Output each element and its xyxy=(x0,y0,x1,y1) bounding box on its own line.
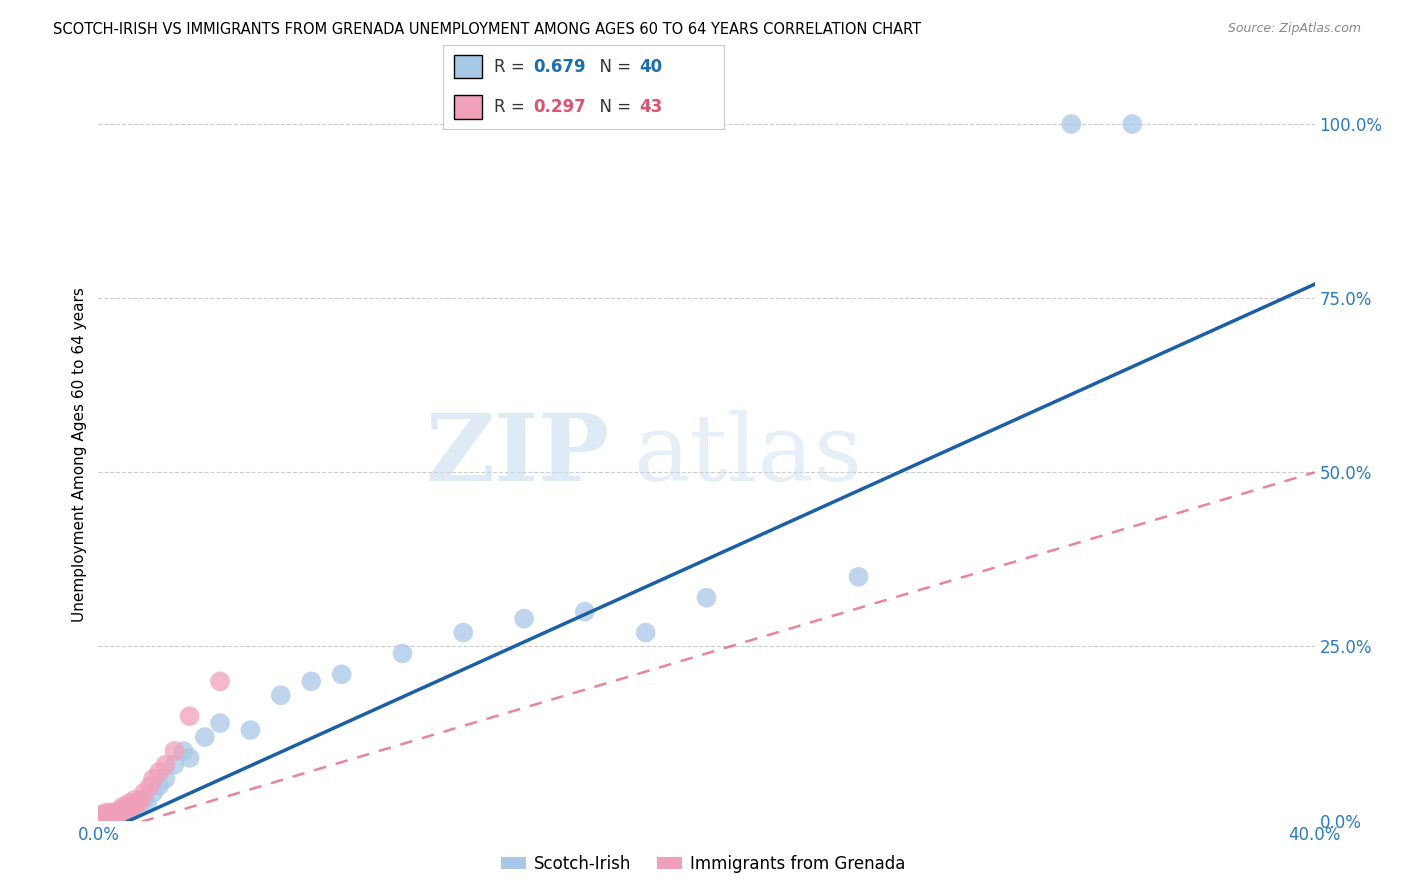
Point xyxy=(179,751,201,765)
Point xyxy=(93,808,115,822)
Point xyxy=(111,803,134,817)
Point xyxy=(118,796,141,810)
Point xyxy=(173,744,195,758)
Point xyxy=(103,805,125,820)
Point xyxy=(90,813,112,827)
Point xyxy=(108,808,131,822)
Text: 0.297: 0.297 xyxy=(533,98,586,116)
Point xyxy=(111,799,134,814)
Point xyxy=(93,806,115,821)
Text: R =: R = xyxy=(494,58,530,76)
Point xyxy=(209,716,232,731)
Point xyxy=(148,764,170,779)
Point xyxy=(100,810,122,824)
Point xyxy=(239,723,262,737)
Legend: Scotch-Irish, Immigrants from Grenada: Scotch-Irish, Immigrants from Grenada xyxy=(494,848,912,880)
Point xyxy=(391,647,413,661)
Point xyxy=(100,812,122,826)
Point xyxy=(124,793,146,807)
Point xyxy=(155,758,177,772)
Point xyxy=(179,709,201,723)
Point xyxy=(142,786,165,800)
Point xyxy=(574,605,596,619)
Point xyxy=(90,814,112,828)
Point xyxy=(129,793,152,807)
Point xyxy=(105,810,128,824)
Point xyxy=(148,779,170,793)
Text: Source: ZipAtlas.com: Source: ZipAtlas.com xyxy=(1227,22,1361,36)
Point xyxy=(155,772,177,786)
Point xyxy=(121,801,143,815)
Point xyxy=(103,808,125,822)
Point xyxy=(96,812,118,826)
FancyBboxPatch shape xyxy=(454,54,482,78)
FancyBboxPatch shape xyxy=(454,95,482,120)
Point xyxy=(87,812,110,826)
Text: N =: N = xyxy=(589,98,637,116)
Point xyxy=(93,814,115,828)
Point xyxy=(1060,117,1083,131)
Point xyxy=(270,688,292,702)
Point xyxy=(330,667,353,681)
Point xyxy=(90,808,112,822)
Point xyxy=(118,799,141,814)
Point xyxy=(139,779,162,793)
Point xyxy=(100,812,122,826)
Point xyxy=(96,808,118,822)
Point xyxy=(299,674,322,689)
Point xyxy=(105,806,128,821)
Text: 43: 43 xyxy=(640,98,664,116)
Point xyxy=(100,806,122,821)
Point xyxy=(132,786,155,800)
Point xyxy=(696,591,718,605)
Point xyxy=(96,810,118,824)
Point xyxy=(96,805,118,820)
Point xyxy=(194,730,217,744)
Point xyxy=(114,803,136,817)
Y-axis label: Unemployment Among Ages 60 to 64 years: Unemployment Among Ages 60 to 64 years xyxy=(72,287,87,623)
Point xyxy=(93,812,115,826)
Point xyxy=(127,796,149,810)
Point xyxy=(87,810,110,824)
Point xyxy=(90,812,112,826)
Point xyxy=(163,758,186,772)
Point xyxy=(121,799,143,814)
Point xyxy=(163,744,186,758)
Point xyxy=(127,796,149,810)
Point xyxy=(209,674,232,689)
Point xyxy=(136,796,159,810)
Point xyxy=(132,793,155,807)
Text: ZIP: ZIP xyxy=(425,410,609,500)
Point xyxy=(513,612,536,626)
Point xyxy=(108,803,131,817)
Point xyxy=(453,625,475,640)
Text: SCOTCH-IRISH VS IMMIGRANTS FROM GRENADA UNEMPLOYMENT AMONG AGES 60 TO 64 YEARS C: SCOTCH-IRISH VS IMMIGRANTS FROM GRENADA … xyxy=(53,22,921,37)
Point xyxy=(124,799,146,814)
Text: R =: R = xyxy=(494,98,530,116)
Point xyxy=(93,812,115,826)
Point xyxy=(634,625,657,640)
Point xyxy=(848,570,870,584)
Point xyxy=(108,808,131,822)
Point xyxy=(100,809,122,823)
Point xyxy=(142,772,165,786)
Point xyxy=(90,810,112,824)
Text: atlas: atlas xyxy=(634,410,863,500)
Point xyxy=(111,806,134,821)
Point xyxy=(103,811,125,825)
Point xyxy=(103,810,125,824)
Point xyxy=(96,812,118,826)
Text: N =: N = xyxy=(589,58,637,76)
Point xyxy=(105,806,128,821)
Text: 0.679: 0.679 xyxy=(533,58,585,76)
Point xyxy=(87,814,110,828)
Point xyxy=(103,808,125,822)
Text: 40: 40 xyxy=(640,58,662,76)
Point xyxy=(1121,117,1143,131)
Point xyxy=(111,806,134,821)
Point xyxy=(118,803,141,817)
Point xyxy=(114,805,136,820)
Point xyxy=(93,810,115,824)
Point xyxy=(105,810,128,824)
